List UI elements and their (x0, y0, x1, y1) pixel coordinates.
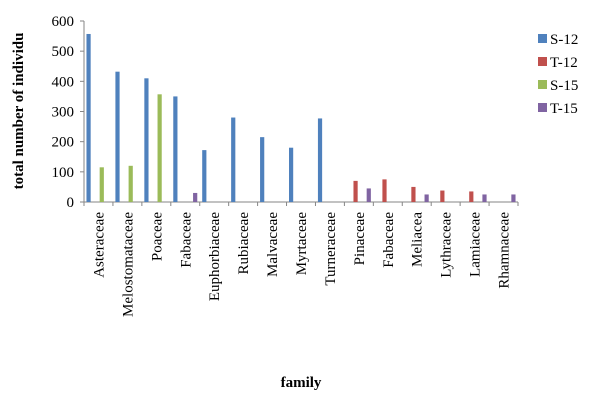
bar-s-12-euphorbiaceae (202, 150, 207, 202)
x-tick-label: Myrtaceae (294, 212, 310, 276)
bar-s-15-melostomataceae (128, 165, 133, 202)
x-tick-label: Pinaceae (352, 212, 368, 266)
bar-s-15-asteraceae (99, 167, 104, 202)
x-tick-label: Euphorbiaceae (207, 212, 223, 301)
bar-t-12-lythraceae (440, 190, 445, 202)
x-tick-label: Malvaceae (265, 212, 281, 277)
legend-label: T-12 (550, 55, 578, 71)
legend-label: S-15 (550, 78, 578, 94)
x-tick-label: Lythraceae (439, 212, 455, 278)
legend-swatch (538, 57, 547, 66)
x-tick-label: Fabaceae (381, 212, 397, 268)
bar-s-12-malvaceae (260, 137, 265, 202)
x-tick-label: Melostomataceae (120, 212, 136, 317)
x-tick-label: Fabaceae (178, 212, 194, 268)
x-tick-label: Meliacea (410, 212, 426, 267)
tick-labels: 0 100 200 300 400 500 600 Asteraceae Melostomata… (52, 14, 513, 317)
x-tick-label: Asteraceae (91, 212, 107, 278)
y-tick-label: 200 (52, 135, 75, 151)
axes (80, 20, 519, 206)
bar-t-12-pinaceae (353, 180, 358, 202)
bar-t-12-lamiaceae (469, 191, 474, 202)
x-tick-label: Turneraceae (323, 212, 339, 286)
bar-t-15-pinaceae (366, 188, 371, 202)
legend-label: T-15 (550, 101, 578, 117)
y-tick-label: 400 (52, 74, 75, 90)
x-tick-label: Lamiaceae (468, 212, 484, 277)
x-tick-label: Poaceae (149, 212, 165, 261)
y-tick-label: 100 (52, 165, 75, 181)
legend-label: S-12 (550, 32, 578, 48)
bar-t-15-lamiaceae (482, 194, 487, 202)
y-axis-title: total number of individu (11, 33, 27, 190)
legend-swatch (538, 34, 547, 43)
legend-swatch (538, 103, 547, 112)
bar-s-15-poaceae (157, 94, 162, 202)
y-tick-label: 600 (52, 14, 75, 30)
legend: S-12 T-12 S-15 T-15 (538, 32, 578, 117)
bars (86, 33, 516, 203)
bar-t-12-fabaceae (382, 179, 387, 202)
bar-t-15-fabaceae (193, 192, 198, 202)
bar-s-12-turneraceae (317, 118, 323, 202)
x-tick-label: Rubiaceae (236, 212, 252, 275)
bar-s-12-rubiaceae (231, 117, 236, 202)
y-tick-label: 500 (52, 44, 75, 60)
bar-t-15-rhamnaceae (511, 194, 516, 202)
x-axis-title: family (281, 375, 322, 391)
y-tick-label: 300 (52, 105, 75, 121)
bar-s-12-poaceae (144, 78, 149, 202)
legend-swatch (538, 80, 547, 89)
bar-s-12-myrtaceae (289, 147, 294, 202)
bar-t-15-meliacea (424, 194, 429, 202)
bar-s-12-fabaceae (173, 96, 178, 202)
y-tick-label: 0 (67, 195, 75, 211)
bar-t-12-meliacea (411, 186, 416, 202)
bar-s-12-melostomataceae (115, 71, 120, 203)
x-tick-label: Rhamnaceae (497, 212, 513, 289)
bar-s-12-asteraceae (86, 33, 91, 203)
